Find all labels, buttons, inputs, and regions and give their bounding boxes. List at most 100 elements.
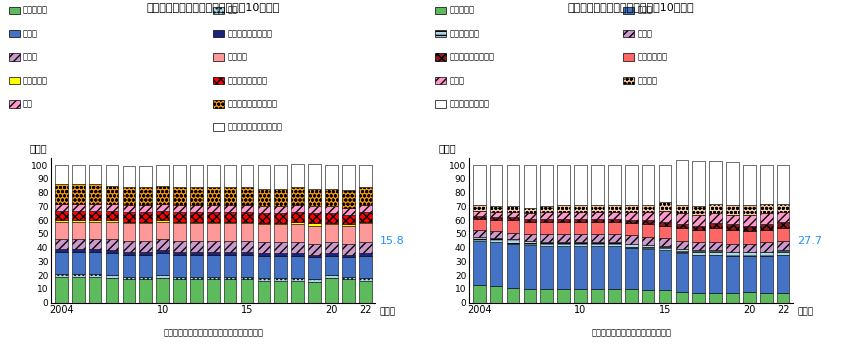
Bar — [472, 205, 485, 211]
Bar — [173, 223, 186, 241]
Bar — [240, 205, 253, 212]
Bar — [72, 252, 84, 274]
Bar — [776, 293, 789, 303]
Bar — [308, 223, 320, 226]
Bar — [173, 277, 186, 279]
Bar — [240, 277, 253, 279]
Bar — [759, 242, 772, 252]
Bar — [540, 206, 552, 212]
Bar — [190, 223, 203, 241]
Bar — [325, 253, 337, 256]
Bar — [359, 205, 371, 212]
Bar — [139, 277, 152, 279]
Bar — [742, 292, 755, 303]
Bar — [139, 205, 152, 212]
Bar — [776, 212, 789, 222]
Bar — [776, 255, 789, 293]
Bar — [709, 204, 721, 213]
Bar — [556, 242, 569, 246]
Bar — [106, 165, 118, 186]
Bar — [308, 206, 320, 213]
Bar — [156, 222, 169, 239]
Bar — [709, 250, 721, 255]
Bar — [207, 279, 219, 303]
Bar — [556, 212, 569, 219]
Bar — [156, 165, 169, 186]
Bar — [156, 211, 169, 220]
Bar — [658, 250, 671, 290]
Bar — [506, 217, 519, 220]
Text: その他工業等: その他工業等 — [449, 29, 479, 38]
Bar — [489, 217, 502, 220]
Bar — [523, 245, 536, 289]
Bar — [776, 250, 789, 255]
Bar — [625, 223, 636, 235]
Bar — [207, 212, 219, 222]
Bar — [123, 223, 135, 241]
Bar — [523, 208, 536, 213]
Bar — [274, 256, 287, 278]
Bar — [257, 165, 270, 189]
Bar — [625, 205, 636, 212]
Bar — [173, 252, 186, 255]
Text: （年）: （年） — [797, 307, 813, 316]
Bar — [207, 223, 219, 241]
Bar — [641, 205, 653, 212]
Bar — [725, 252, 738, 256]
Bar — [291, 278, 303, 281]
Bar — [190, 212, 203, 222]
Bar — [523, 234, 536, 241]
Bar — [325, 165, 337, 189]
Bar — [207, 222, 219, 223]
Bar — [89, 249, 101, 252]
Bar — [625, 212, 636, 220]
Bar — [607, 234, 620, 242]
Bar — [342, 190, 354, 208]
Bar — [274, 253, 287, 256]
Bar — [123, 166, 135, 187]
Text: 金融業: 金融業 — [449, 76, 464, 85]
Bar — [759, 165, 772, 204]
Bar — [607, 289, 620, 303]
Bar — [274, 165, 287, 189]
Bar — [540, 222, 552, 234]
Bar — [573, 219, 586, 222]
Bar — [123, 279, 135, 303]
Bar — [291, 253, 303, 256]
Bar — [308, 257, 320, 279]
Bar — [590, 212, 603, 219]
Bar — [72, 222, 84, 239]
Bar — [139, 255, 152, 277]
Bar — [590, 219, 603, 222]
Bar — [190, 255, 203, 277]
Bar — [139, 187, 152, 205]
Bar — [240, 279, 253, 303]
Text: 卸・小売: 卸・小売 — [227, 53, 247, 62]
Bar — [359, 165, 371, 187]
Bar — [173, 212, 186, 222]
Bar — [523, 222, 536, 234]
Bar — [325, 189, 337, 206]
Bar — [489, 231, 502, 238]
Bar — [489, 286, 502, 303]
Bar — [123, 187, 135, 205]
Bar — [342, 215, 354, 224]
Bar — [607, 242, 620, 246]
Bar — [190, 277, 203, 279]
Bar — [139, 166, 152, 187]
Bar — [625, 165, 636, 205]
Bar — [472, 216, 485, 219]
Bar — [776, 228, 789, 241]
Bar — [240, 255, 253, 277]
Bar — [190, 279, 203, 303]
Bar — [641, 220, 653, 224]
Bar — [506, 239, 519, 244]
Bar — [207, 277, 219, 279]
Bar — [173, 279, 186, 303]
Bar — [675, 205, 688, 213]
Bar — [658, 290, 671, 303]
Bar — [692, 242, 705, 250]
Bar — [72, 204, 84, 211]
Bar — [590, 165, 603, 205]
Text: 製造業: 製造業 — [23, 29, 38, 38]
